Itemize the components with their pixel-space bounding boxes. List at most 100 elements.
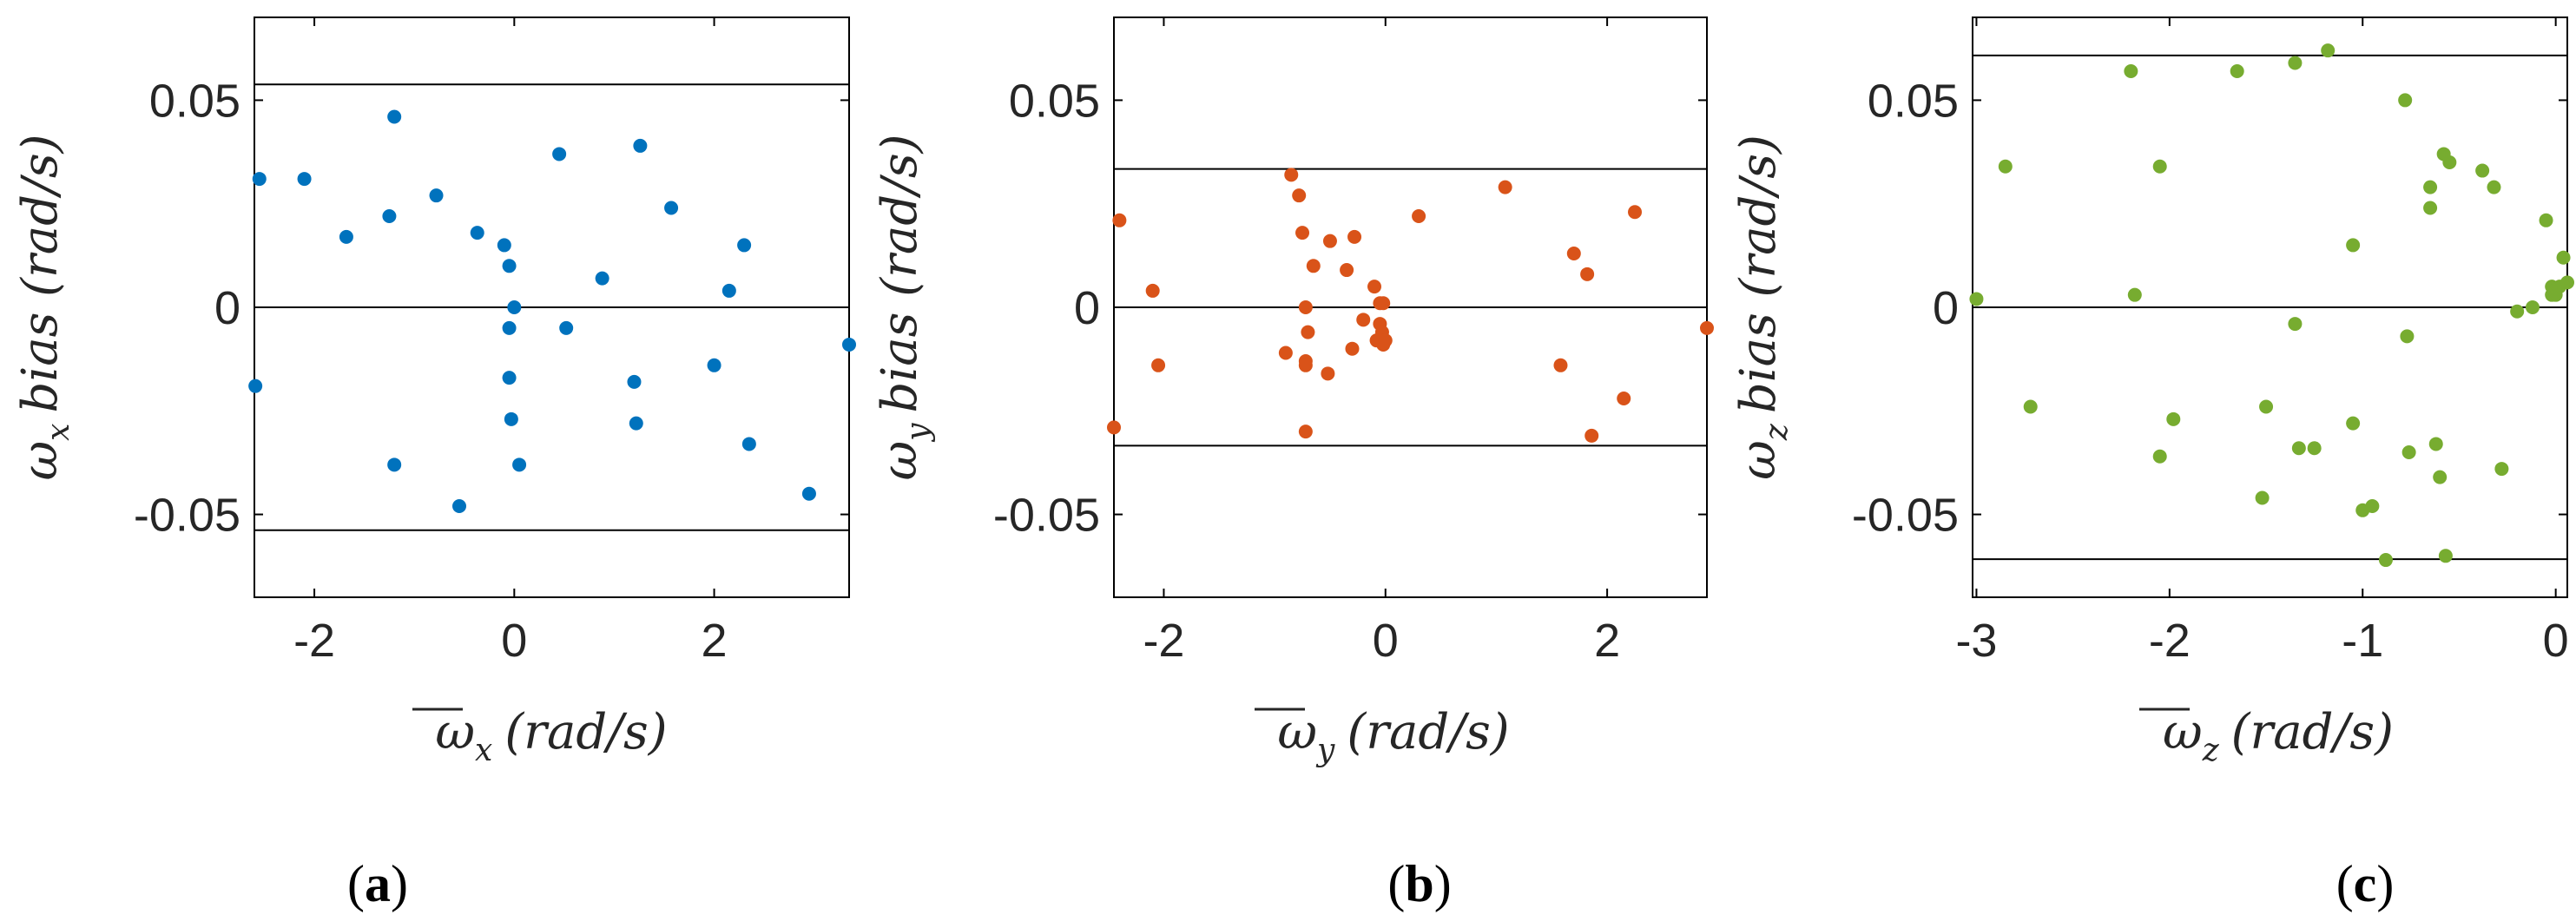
data-point-c-5	[2152, 159, 2167, 174]
panel-label-c: (c)	[2336, 855, 2395, 912]
data-point-b-0	[1112, 213, 1127, 227]
data-point-c-29	[2438, 549, 2453, 563]
data-point-c-41	[2556, 250, 2571, 265]
data-point-c-34	[2525, 300, 2540, 314]
data-point-c-16	[2346, 238, 2361, 253]
data-point-b-10	[1298, 358, 1313, 372]
data-point-b-29	[1566, 246, 1581, 260]
data-point-a-18	[595, 271, 609, 286]
data-point-a-2	[297, 172, 312, 187]
x-tick-label-c-3: 0	[2543, 615, 2569, 667]
y-tick-label-b-1: 0	[1074, 282, 1100, 334]
data-point-a-26	[741, 437, 756, 451]
data-point-c-23	[2401, 445, 2416, 459]
data-point-b-12	[1322, 234, 1337, 248]
data-point-c-35	[2539, 213, 2553, 227]
x-axis-label-a: ωx (rad/s)	[435, 704, 667, 768]
data-point-a-0	[252, 172, 267, 187]
data-point-a-28	[842, 337, 856, 352]
data-point-a-20	[629, 416, 643, 431]
data-point-c-4	[2127, 287, 2142, 302]
data-point-c-1	[1998, 159, 2013, 174]
data-point-a-15	[512, 458, 527, 472]
data-point-c-9	[2255, 490, 2270, 505]
data-point-a-29	[452, 499, 467, 514]
y-ticks-b: -0.05 0 0.05	[993, 75, 1707, 542]
data-point-c-31	[2475, 163, 2490, 178]
data-point-c-11	[2288, 56, 2303, 70]
data-point-b-5	[1284, 168, 1299, 182]
data-point-c-7	[2166, 411, 2181, 426]
data-point-c-17	[2346, 416, 2361, 431]
data-point-a-27	[801, 486, 816, 501]
panel-b: -2 0 2 -0.05 0 0.05 ωy (rad/s) ωybias (rad/s)…	[872, 16, 1714, 912]
data-point-b-31	[1584, 428, 1599, 443]
panel-a: -2 0 2 -0.05 0 0.05 ωx (rad/s) ωxbias (rad/s)…	[12, 16, 856, 912]
data-point-c-8	[2230, 64, 2244, 79]
reference-lines-a	[254, 83, 849, 531]
data-point-b-26	[1412, 209, 1426, 224]
data-point-b-32	[1617, 391, 1631, 405]
data-point-b-28	[1553, 358, 1568, 372]
data-point-a-10	[502, 259, 517, 273]
data-point-b-34	[1700, 320, 1714, 335]
y-axis-label-c: ωzbias (rad/s)	[1730, 135, 1795, 480]
data-point-a-3	[339, 229, 353, 244]
data-point-a-12	[504, 411, 518, 426]
data-point-c-15	[2321, 43, 2336, 58]
data-point-b-27	[1498, 180, 1512, 194]
y-axis-label-b: ωybias (rad/s)	[872, 134, 936, 480]
data-point-a-24	[721, 283, 736, 298]
data-point-c-19	[2365, 499, 2380, 514]
data-point-a-17	[559, 320, 574, 335]
data-point-c-33	[2494, 462, 2509, 477]
data-point-c-32	[2487, 180, 2501, 194]
x-tick-label-b-1: 0	[1373, 615, 1399, 667]
x-tick-label-c-1: -2	[2149, 615, 2191, 667]
y-axis-label-a: ωxbias (rad/s)	[12, 135, 76, 481]
data-point-a-7	[429, 188, 444, 203]
y-tick-label-a-1: 0	[214, 282, 240, 334]
data-point-c-30	[2442, 155, 2457, 169]
data-point-c-12	[2288, 317, 2303, 332]
reference-lines-b	[1114, 168, 1707, 447]
scatter-points-a	[248, 109, 856, 514]
data-point-b-11	[1306, 259, 1321, 273]
panel-label-b: (b)	[1387, 855, 1451, 912]
data-point-a-25	[737, 238, 752, 253]
data-point-c-6	[2152, 449, 2167, 464]
y-tick-label-b-2: 0.05	[1009, 75, 1100, 127]
y-tick-label-a-0: -0.05	[134, 490, 240, 542]
data-point-a-8	[470, 226, 484, 240]
x-tick-label-a-2: 2	[702, 615, 728, 667]
data-point-c-25	[2433, 470, 2448, 484]
data-point-a-13	[507, 300, 522, 314]
data-point-b-18	[1367, 280, 1382, 294]
data-point-c-43	[2510, 304, 2525, 319]
data-point-c-14	[2307, 441, 2322, 456]
data-point-b-1	[1107, 420, 1121, 435]
data-point-c-2	[2023, 399, 2038, 414]
x-axis-label-c: ωz (rad/s)	[2163, 704, 2394, 768]
data-point-a-5	[387, 109, 402, 124]
scatter-points-c	[1969, 43, 2574, 568]
data-point-b-2	[1145, 283, 1160, 298]
data-point-c-24	[2423, 180, 2438, 194]
data-point-b-6	[1292, 188, 1307, 203]
y-tick-label-b-0: -0.05	[993, 490, 1100, 542]
x-tick-label-b-2: 2	[1594, 615, 1620, 667]
data-point-b-36	[1298, 300, 1313, 314]
data-point-b-9	[1301, 325, 1315, 339]
x-ticks-a: -2 0 2	[293, 17, 728, 667]
data-point-b-35	[1298, 425, 1313, 439]
data-point-a-1	[248, 379, 263, 393]
data-point-a-4	[382, 209, 397, 224]
data-point-c-21	[2398, 93, 2413, 108]
data-point-a-11	[502, 371, 517, 385]
data-point-b-7	[1295, 226, 1310, 240]
x-tick-label-a-0: -2	[293, 615, 335, 667]
data-point-b-4	[1278, 346, 1293, 360]
y-tick-label-c-1: 0	[1933, 282, 1959, 334]
panel-c: -3 -2 -1 0 -0.05 0 0.05 ωz (rad/s) ωzbias (rad…	[1730, 16, 2574, 912]
data-point-a-16	[552, 147, 567, 161]
